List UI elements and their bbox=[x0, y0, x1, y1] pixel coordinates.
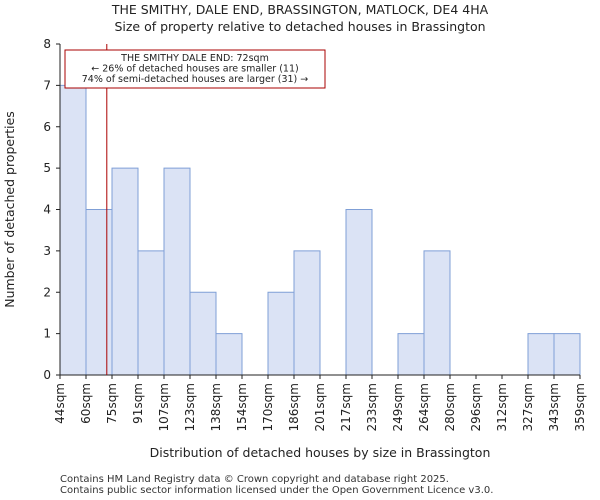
x-tick-label: 343sqm bbox=[547, 383, 561, 431]
y-tick-label: 2 bbox=[43, 285, 51, 299]
bar-44sqm bbox=[59, 84, 87, 376]
x-tick-label: 327sqm bbox=[521, 383, 535, 431]
bar-217sqm bbox=[345, 209, 373, 376]
y-axis-label: Number of detached properties bbox=[2, 111, 17, 308]
bar-107sqm bbox=[163, 167, 191, 376]
bar-264sqm bbox=[423, 250, 451, 376]
x-tick-label: 170sqm bbox=[261, 383, 275, 431]
x-tick-label: 123sqm bbox=[183, 383, 197, 431]
bar-75sqm bbox=[111, 167, 139, 376]
x-tick-label: 91sqm bbox=[131, 383, 145, 424]
x-tick-label: 154sqm bbox=[235, 383, 249, 431]
x-tick-label: 359sqm bbox=[573, 383, 587, 431]
bar-170sqm bbox=[267, 291, 295, 376]
y-tick-label: 6 bbox=[43, 120, 51, 134]
bar-138sqm bbox=[215, 333, 243, 376]
x-tick-label: 107sqm bbox=[157, 383, 171, 431]
x-tick-label: 264sqm bbox=[417, 383, 431, 431]
x-tick-label: 138sqm bbox=[209, 383, 223, 431]
annotation-line-2: ← 26% of detached houses are smaller (11… bbox=[91, 64, 298, 75]
annotation-line-1: THE SMITHY DALE END: 72sqm bbox=[120, 53, 269, 64]
x-tick-label: 217sqm bbox=[339, 383, 353, 431]
y-tick-label: 8 bbox=[43, 37, 51, 51]
annotation-box: THE SMITHY DALE END: 72sqm ← 26% of deta… bbox=[64, 49, 326, 89]
x-tick-label: 60sqm bbox=[79, 383, 93, 424]
bar-343sqm bbox=[553, 333, 581, 376]
y-tick-label: 1 bbox=[43, 327, 51, 341]
x-tick-label: 233sqm bbox=[365, 383, 379, 431]
chart-subtitle: Size of property relative to detached ho… bbox=[114, 19, 486, 34]
x-tick-label: 296sqm bbox=[469, 383, 483, 431]
footer-copyright: Contains HM Land Registry data © Crown c… bbox=[60, 474, 449, 485]
annotation-line-3: 74% of semi-detached houses are larger (… bbox=[82, 74, 309, 85]
bar-123sqm bbox=[189, 291, 217, 376]
x-tick-label: 186sqm bbox=[287, 383, 301, 431]
x-tick-label: 312sqm bbox=[495, 383, 509, 431]
x-tick-label: 75sqm bbox=[105, 383, 119, 424]
x-tick-label: 249sqm bbox=[391, 383, 405, 431]
footer-licence: Contains public sector information licen… bbox=[60, 485, 494, 496]
x-tick-label: 201sqm bbox=[313, 383, 327, 431]
y-tick-label: 4 bbox=[43, 203, 51, 217]
x-axis-label: Distribution of detached houses by size … bbox=[150, 445, 491, 460]
y-tick-label: 7 bbox=[43, 78, 51, 92]
bar-60sqm bbox=[85, 209, 113, 376]
bar-186sqm bbox=[293, 250, 321, 376]
bar-91sqm bbox=[137, 250, 165, 376]
chart-title: THE SMITHY, DALE END, BRASSINGTON, MATLO… bbox=[111, 2, 489, 17]
bar-249sqm bbox=[397, 333, 425, 376]
bar-327sqm bbox=[527, 333, 555, 376]
y-tick-label: 3 bbox=[43, 244, 51, 258]
x-tick-label: 280sqm bbox=[443, 383, 457, 431]
y-tick-label: 0 bbox=[43, 368, 51, 382]
x-tick-label: 44sqm bbox=[53, 383, 67, 424]
y-tick-label: 5 bbox=[43, 161, 51, 175]
